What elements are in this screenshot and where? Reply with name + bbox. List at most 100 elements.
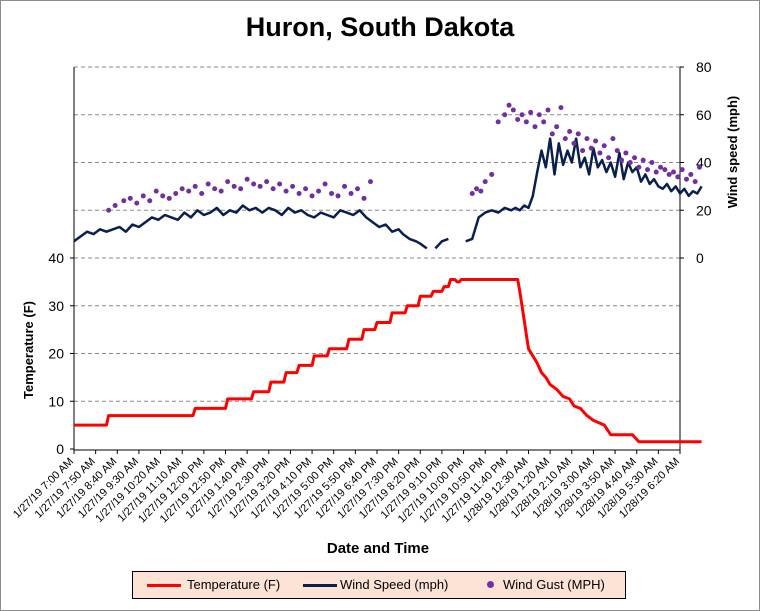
- wind-gust-point: [264, 179, 270, 185]
- wind-gust-point: [653, 169, 659, 175]
- legend-label-temperature: Temperature (F): [187, 577, 281, 592]
- wind-speed-line: [73, 137, 703, 250]
- wind-gust-point: [192, 183, 198, 189]
- wind-gust-point: [597, 150, 603, 156]
- temperature-gridlines: [74, 257, 680, 402]
- wind-gust-point: [675, 174, 681, 180]
- y-axis-label-left: Temperature (F): [21, 301, 36, 399]
- wind-gust-point: [231, 183, 237, 189]
- right-tick-label: 20: [696, 202, 712, 218]
- wind-gust-point: [562, 136, 568, 142]
- wind-gust-point: [283, 188, 289, 194]
- wind-gust-point: [173, 191, 179, 197]
- wind-gust-point: [554, 124, 560, 130]
- legend-swatch-wind-speed: [303, 584, 337, 587]
- wind-gust-point: [225, 179, 231, 185]
- wind-gust-point: [584, 136, 590, 142]
- wind-gust-point: [495, 119, 501, 125]
- left-tick-label: 30: [48, 298, 64, 314]
- wind-gust-point: [277, 181, 283, 187]
- wind-gust-point: [127, 195, 133, 201]
- wind-gust-point: [632, 155, 638, 161]
- wind-gust-point: [536, 112, 542, 118]
- wind-gust-point: [106, 207, 112, 213]
- legend-item-wind-speed: Wind Speed (mph): [303, 572, 473, 598]
- wind-gust-point: [134, 200, 140, 206]
- legend-item-wind-gust: Wind Gust (MPH): [481, 572, 621, 598]
- left-tick-label: 40: [48, 250, 64, 266]
- wind-gust-point: [199, 191, 205, 197]
- wind-gust-point: [671, 169, 677, 175]
- wind-gust-point: [112, 202, 118, 208]
- wind-gust-point: [303, 186, 309, 192]
- wind-gust-point: [696, 164, 702, 170]
- wind-gust-point: [541, 119, 547, 125]
- wind-gust-point: [683, 176, 689, 182]
- wind-gust-point: [179, 186, 185, 192]
- left-axis: 0 10 20 30 40: [48, 67, 75, 457]
- wind-gust-point: [610, 136, 616, 142]
- wind-gust-point: [606, 155, 612, 161]
- wind-gust-point: [510, 107, 516, 113]
- wind-gust-point: [558, 105, 564, 111]
- wind-gust-point: [355, 186, 361, 192]
- wind-gust-point: [692, 179, 698, 185]
- wind-gust-point: [166, 195, 172, 201]
- wind-gust-point: [619, 157, 625, 163]
- wind-gust-point: [153, 188, 159, 194]
- wind-gust-point: [147, 198, 153, 204]
- wind-gust-point: [348, 191, 354, 197]
- wind-gust-point: [658, 164, 664, 170]
- right-tick-label: 60: [696, 107, 712, 123]
- wind-gust-point: [140, 193, 146, 199]
- x-axis-label: Date and Time: [327, 540, 429, 557]
- wind-gust-point: [523, 119, 529, 125]
- wind-gust-point: [296, 191, 302, 197]
- legend-swatch-wind-gust: [487, 581, 494, 588]
- chart-title: Huron, South Dakota: [245, 12, 515, 42]
- wind-gust-point: [549, 131, 555, 137]
- left-tick-label: 10: [48, 393, 64, 409]
- wind-gust-point: [316, 188, 322, 194]
- wind-gust-point: [238, 186, 244, 192]
- wind-gust-point: [502, 112, 508, 118]
- wind-gust-point: [588, 145, 594, 151]
- wind-gust-point: [251, 181, 257, 187]
- temperature-line: [74, 278, 702, 444]
- wind-gust-point: [290, 183, 296, 189]
- wind-gust-point: [342, 183, 348, 189]
- legend-swatch-temperature: [147, 584, 181, 587]
- wind-gust-point: [186, 188, 192, 194]
- wind-gust-point: [515, 117, 521, 123]
- wind-gust-point: [662, 167, 668, 173]
- wind-gust-point: [571, 140, 577, 146]
- wind-gust-point: [489, 171, 495, 177]
- wind-gust-point: [474, 186, 480, 192]
- wind-gust-point: [649, 160, 655, 165]
- wind-gust-point: [636, 164, 642, 170]
- wind-gust-point: [270, 186, 276, 192]
- x-axis: 1/27/19 7:00 AM1/27/19 7:50 AM1/27/19 8:…: [11, 449, 682, 526]
- y-axis-label-right: Wind speed (mph): [725, 96, 740, 209]
- wind-gust-point: [593, 138, 599, 144]
- wind-gust-point: [329, 191, 335, 197]
- wind-gust-point: [614, 148, 620, 154]
- wind-gust-point: [478, 188, 484, 194]
- wind-gust-point: [688, 171, 694, 177]
- wind-gust-point: [361, 195, 367, 201]
- wind-gust-point: [567, 128, 573, 134]
- wind-gust-point: [666, 171, 672, 177]
- wind-gust-point: [257, 183, 263, 189]
- wind-gust-point: [212, 186, 218, 192]
- left-tick-label: 20: [48, 346, 64, 362]
- legend-item-temperature: Temperature (F): [147, 572, 297, 598]
- series-wind-gust: [106, 102, 702, 213]
- left-tick-label: 0: [56, 441, 64, 457]
- wind-gust-point: [580, 148, 586, 154]
- wind-gust-point: [640, 157, 646, 163]
- series-wind-speed: [73, 137, 703, 250]
- wind-gust-point: [506, 102, 512, 108]
- series-layer: [73, 102, 703, 444]
